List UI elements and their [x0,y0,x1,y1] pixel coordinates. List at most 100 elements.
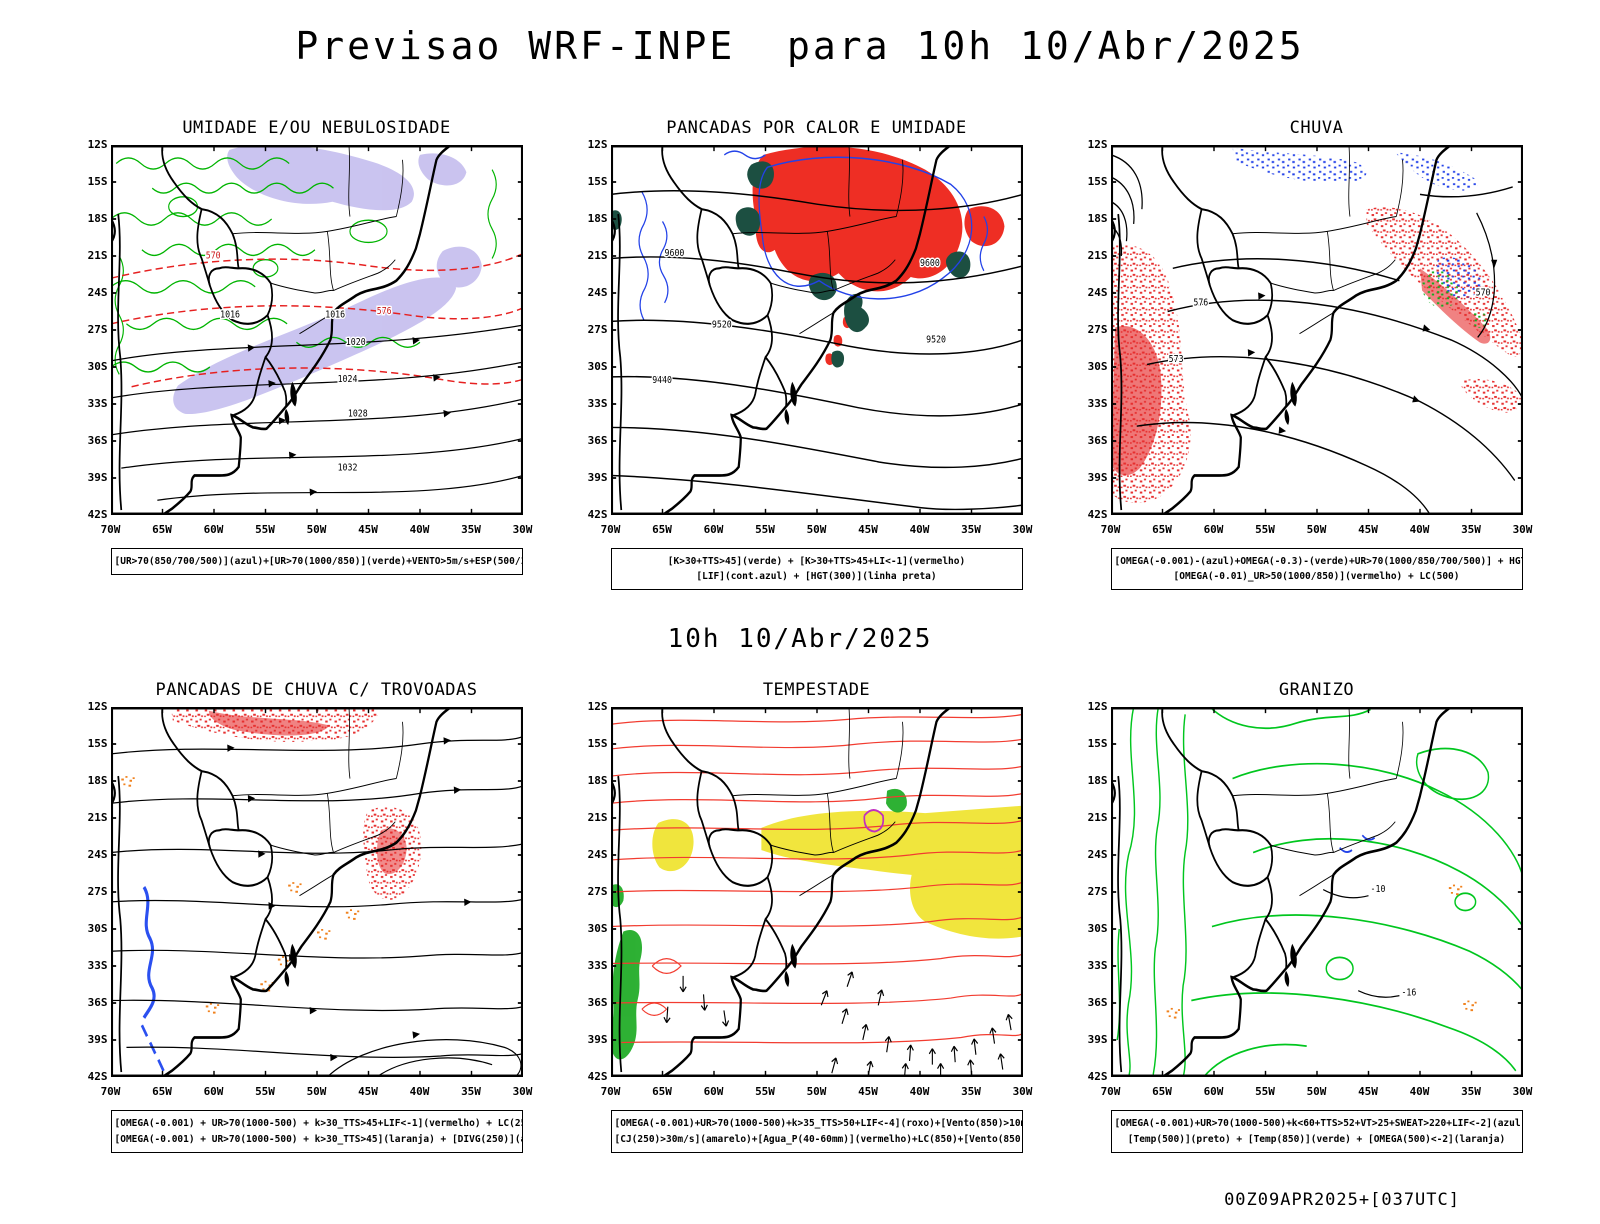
axis-tick-label: 65W [1152,523,1172,536]
contour-label: 9520 [926,335,946,346]
axis-tick-label: 27S [87,323,108,336]
panel-umidade: UMIDADE E/OU NEBULOSIDADE 12S 15S 18S 21S 24… [78,118,532,590]
axis-tick-label: 70W [600,523,621,536]
axis-tick-label: 24S [587,848,608,862]
axis-tick-label: 30W [1512,1085,1533,1099]
axis-tick-label: 30S [587,360,608,373]
contour-label: 573 [1168,354,1183,365]
axis-tick-label: 27S [1087,323,1108,336]
axis-tick-label: 42S [1087,508,1108,521]
axis-tick-label: 39S [587,471,608,484]
caption-line: [OMEGA(-0.001)+UR>70(1000-500)+k<60+TTS>… [1114,1118,1523,1130]
axis-tick-label: 21S [87,811,108,825]
caption-line: [CJ(250)>30m/s](amarelo)+[Agua_P(40-60mm… [614,1133,1022,1145]
axis-tick-label: 18S [87,212,108,225]
cloud-shading [172,145,482,415]
caption-line: [OMEGA(-0.001)-(azul)+OMEGA(-0.3)-(verde… [1114,556,1523,567]
contour-labels: 9600 9600 9520 9520 9440 [650,247,947,388]
axis-tick-label: 35W [961,523,981,536]
caption-line: [UR>70(850/700/500)](azul)+[UR>70(1000/8… [114,556,523,567]
axis-tick-label: 39S [587,1033,608,1047]
contour-label: 576 [1193,298,1208,309]
axis-tick-label: 40W [909,1085,930,1099]
panel-title: UMIDADE E/OU NEBULOSIDADE [182,118,451,138]
axis-tick-label: 60W [203,1085,224,1099]
hgt300-black-contours [610,190,1023,511]
axis-tick-label: 50W [1306,1085,1327,1099]
axis-tick-label: 70W [100,523,121,536]
axis-tick-label: 15S [587,175,608,188]
contour-label: 1016 [325,310,345,321]
axis-tick-label: 27S [587,323,608,336]
axis-tick-label: 21S [587,811,608,825]
axis-tick-label: 65W [1152,1085,1172,1099]
panel-title: GRANIZO [1278,680,1355,701]
axis-tick-label: 60W [203,523,224,536]
axis-tick-label: 55W [1255,1085,1275,1099]
shower-orange-speckle [120,776,359,1014]
panel-title: TEMPESTADE [762,680,871,701]
axis-tick-label: 27S [1087,885,1108,899]
axis-tick-label: 12S [1087,700,1108,714]
contour-labels: 570 576 573 [1167,287,1492,367]
axis-tick-label: 30W [1012,1085,1033,1099]
map-trovoadas [110,707,523,1078]
panel-pancadas-calor: PANCADAS POR CALOR E UMIDADE 12S 15S 18S 21… [578,118,1032,591]
red-thickness-contours [110,252,523,388]
lat-axis: 12S 15S 18S 21S 24S 27S 30S 33S 36S 39S 42S [578,139,611,521]
axis-tick-label: 45W [858,1085,878,1099]
axis-tick-label: 65W [152,523,172,536]
axis-tick-label: 33S [87,959,108,973]
axis-tick-label: 65W [152,1085,172,1099]
forecast-row-1: UMIDADE E/OU NEBULOSIDADE 12S 15S 18S 21S 24… [0,118,1600,591]
contour-label: 9600 [920,258,940,269]
axis-tick-label: 24S [587,286,608,299]
axis-tick-label: 12S [87,138,108,151]
axis-tick-label: 21S [587,249,608,262]
axis-tick-label: 55W [755,523,775,536]
rain-green-speckle [1421,270,1486,328]
axis-tick-label: 30S [1087,360,1108,373]
caption-box: [UR>70(850/700/500)](azul)+[UR>70(1000/8… [110,548,523,576]
contour-label: -10 [1370,885,1385,896]
axis-tick-label: 15S [1087,175,1108,188]
caption-box: [OMEGA(-0.001)+UR>70(1000-500)+k<60+TTS>… [1110,1110,1523,1153]
contour-labels: 570 576 1016 1016 1020 1024 1028 1032 [204,250,393,476]
axis-tick-label: 36S [87,996,108,1010]
axis-tick-label: 21S [1087,249,1108,262]
axis-tick-label: 45W [1358,523,1378,536]
axis-tick-label: 60W [1203,1085,1224,1099]
axis-tick-label: 50W [1306,523,1327,536]
axis-tick-label: 30S [87,360,108,373]
axis-tick-label: 70W [600,1085,621,1099]
axis-tick-label: 33S [587,397,608,410]
axis-tick-label: 12S [1087,138,1108,151]
axis-tick-label: 45W [358,523,378,536]
axis-tick-label: 30W [512,1085,533,1099]
map-chuva: 570 576 573 [1110,145,1523,515]
lat-axis: 12S 15S 18S 21S 24S 27S 30S 33S 36S 39S 42S [578,701,611,1083]
axis-tick-label: 36S [87,434,108,447]
caption-line: [OMEGA(-0.01)_UR>50(1000/850)](vermelho)… [1173,571,1460,583]
axis-tick-label: 27S [87,885,108,899]
temp500-black-contours [1322,889,1400,999]
axis-tick-label: 55W [255,1085,275,1099]
wind-arrows [226,736,472,1062]
contour-label: 9520 [711,320,731,331]
axis-tick-label: 40W [1409,523,1430,536]
page-title: Previsao WRF-INPE para 10h 10/Abr/2025 [295,24,1305,68]
axis-tick-label: 15S [587,737,608,751]
isobar-streamlines [110,324,523,501]
axis-tick-label: 50W [306,523,327,536]
axis-tick-label: 18S [1087,212,1108,225]
axis-tick-label: 35W [961,1085,981,1099]
caption-box: [OMEGA(-0.001) + UR>70(1000-500) + k>30_… [110,1110,523,1153]
axis-tick-label: 35W [461,1085,481,1099]
omega-orange-marks [1166,884,1477,1019]
axis-tick-label: 50W [806,523,827,536]
panel-chuva: CHUVA 12S 15S 18S 21S 24S 27S 30S 33S 36S 39S 42S [1078,118,1532,591]
axis-tick-label: 36S [1087,434,1108,447]
caption-box: [K>30+TTS>45](verde) + [K>30+TTS>45+LI<-… [610,548,1023,591]
axis-tick-label: 55W [755,1085,775,1099]
axis-tick-label: 45W [858,523,878,536]
